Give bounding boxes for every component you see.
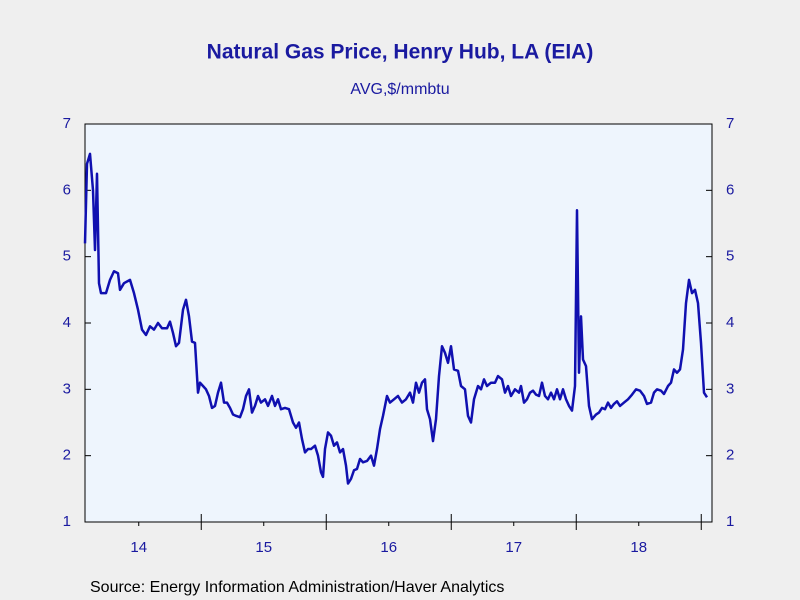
y-tick-label: 1: [63, 513, 71, 530]
y2-tick-label: 3: [726, 380, 734, 397]
x-tick-label: 16: [380, 539, 397, 556]
y-tick-label: 3: [63, 380, 71, 397]
price-line: [83, 152, 709, 485]
y2-tick-label: 5: [726, 248, 734, 265]
y2-tick-label: 6: [726, 181, 734, 198]
plot-area: [84, 123, 713, 523]
chart-title: Natural Gas Price, Henry Hub, LA (EIA): [207, 41, 594, 64]
chart-subtitle: AVG,$/mmbtu: [350, 81, 449, 98]
x-tick-label: 14: [130, 539, 147, 556]
x-tick-label: 17: [505, 539, 522, 556]
y2-tick-label: 4: [726, 314, 734, 331]
y2-tick-label: 7: [726, 115, 734, 132]
y-tick-label: 2: [63, 447, 71, 464]
y-tick-label: 7: [63, 115, 71, 132]
x-tick-label: 18: [630, 539, 647, 556]
source-note: Source: Energy Information Administratio…: [90, 579, 504, 596]
y2-tick-label: 1: [726, 513, 734, 530]
y-tick-label: 4: [63, 314, 71, 331]
y-tick-label: 5: [63, 248, 71, 265]
x-tick-label: 15: [255, 539, 272, 556]
y-tick-label: 6: [63, 181, 71, 198]
y2-tick-label: 2: [726, 447, 734, 464]
